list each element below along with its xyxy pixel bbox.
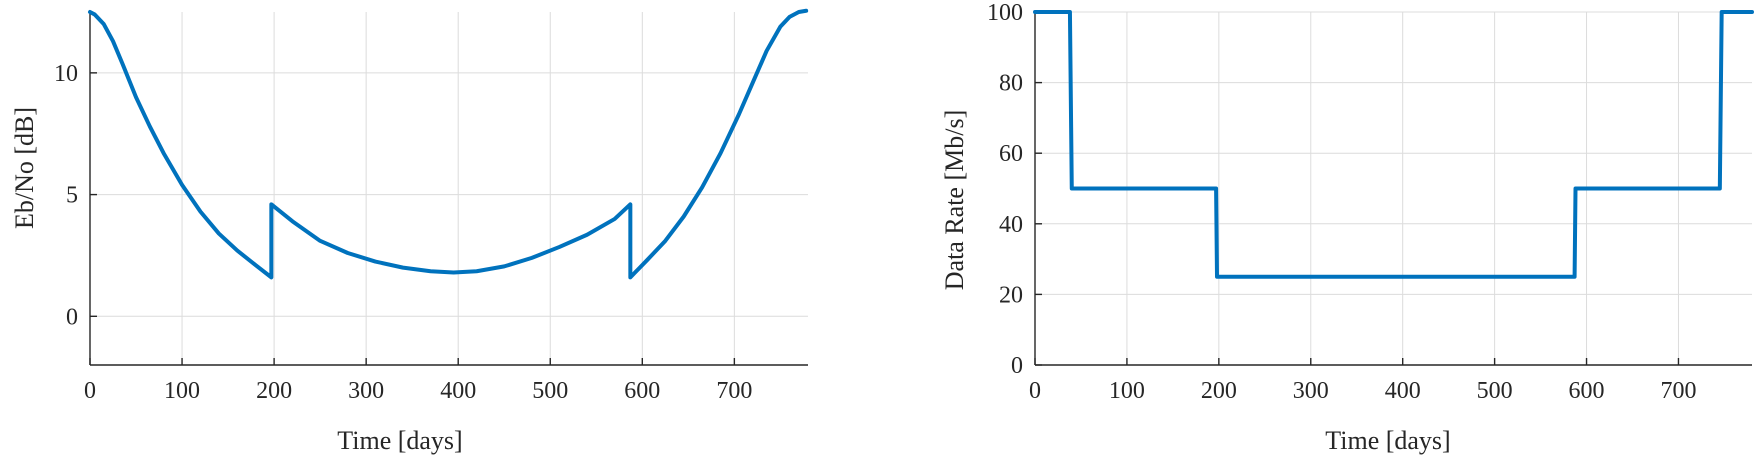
x-tick-label: 600 xyxy=(624,378,660,404)
x-tick-label: 100 xyxy=(164,378,200,404)
data-rate-axes xyxy=(1034,11,1752,366)
x-tick-label: 500 xyxy=(1477,378,1513,404)
series-line xyxy=(1033,10,1754,279)
x-tick-label: 700 xyxy=(1660,378,1696,404)
x-tick-label: 200 xyxy=(1201,378,1237,404)
y-tick-label: 80 xyxy=(999,71,1023,97)
y-tick-label: 5 xyxy=(66,183,78,209)
y-tick-label: 60 xyxy=(999,141,1023,167)
y-tick-label: 40 xyxy=(999,212,1023,238)
x-tick-label: 500 xyxy=(532,378,568,404)
eb-no-series xyxy=(88,8,809,280)
x-tick-label: 300 xyxy=(348,378,384,404)
data-rate-y-axis-label: Data Rate [Mb/s] xyxy=(940,110,969,291)
eb-no-chart: 0 100 200 300 400 500 600 700 0 5 10 Time [days] E… xyxy=(10,8,809,455)
x-tick-label: 400 xyxy=(440,378,476,404)
eb-no-tick-labels: 0 100 200 300 400 500 600 700 0 5 10 xyxy=(54,61,752,404)
x-tick-label: 200 xyxy=(256,378,292,404)
y-tick-label: 20 xyxy=(999,282,1023,308)
y-tick-label: 10 xyxy=(54,61,78,87)
data-rate-chart: 0 100 200 300 400 500 600 700 0 20 40 60 80 100 Time … xyxy=(940,0,1754,455)
y-tick-label: 0 xyxy=(1011,353,1023,379)
series-line xyxy=(88,8,809,280)
data-rate-series xyxy=(1033,10,1754,279)
eb-no-x-axis-label: Time [days] xyxy=(337,426,462,455)
x-tick-label: 0 xyxy=(84,378,96,404)
x-tick-label: 0 xyxy=(1029,378,1041,404)
x-tick-label: 600 xyxy=(1569,378,1605,404)
x-tick-label: 400 xyxy=(1385,378,1421,404)
x-tick-label: 300 xyxy=(1293,378,1329,404)
y-tick-label: 100 xyxy=(987,0,1023,26)
y-tick-label: 0 xyxy=(66,304,78,330)
x-tick-label: 700 xyxy=(716,378,752,404)
x-tick-label: 100 xyxy=(1109,378,1145,404)
eb-no-gridlines xyxy=(89,12,808,365)
data-rate-tick-labels: 0 100 200 300 400 500 600 700 0 20 40 60 80 100 xyxy=(987,0,1696,404)
eb-no-y-axis-label: Eb/No [dB] xyxy=(10,107,39,229)
data-rate-x-axis-label: Time [days] xyxy=(1325,426,1450,455)
eb-no-axes xyxy=(89,12,808,366)
